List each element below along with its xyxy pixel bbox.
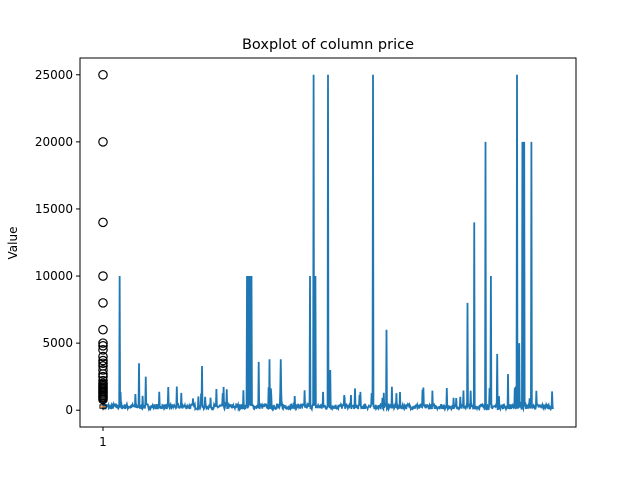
flier-point (98, 341, 108, 351)
flier-point (98, 361, 108, 371)
flier-point (98, 217, 108, 228)
flier-point (98, 345, 108, 355)
flier-point (98, 365, 108, 375)
y-tick-label: 10000 (35, 269, 73, 283)
axes-frame (79, 57, 577, 428)
flier-point (98, 338, 108, 348)
y-tick-label: 5000 (42, 336, 73, 350)
flier-point (98, 371, 108, 382)
x-tick-label: 1 (99, 435, 107, 449)
flier-point (98, 69, 108, 80)
flier-point (98, 355, 108, 366)
flier-point (98, 378, 108, 389)
y-axis-label: Value (6, 227, 20, 260)
series-line (102, 74, 554, 413)
flier-point (98, 298, 108, 308)
chart-title: Boxplot of column price (242, 37, 414, 53)
y-tick-label: 20000 (35, 135, 73, 149)
y-tick-label: 15000 (35, 202, 73, 216)
flier-point (98, 324, 108, 335)
y-tick-label: 25000 (35, 68, 73, 82)
flier-point (98, 351, 108, 362)
flier-point (98, 375, 108, 386)
plot-area: 0 5000 10000 15000 20000 25000 1 (35, 57, 577, 449)
flier-point (98, 137, 108, 147)
flier-point (98, 271, 108, 281)
flier-point (98, 358, 108, 369)
y-tick-label: 0 (65, 403, 73, 417)
